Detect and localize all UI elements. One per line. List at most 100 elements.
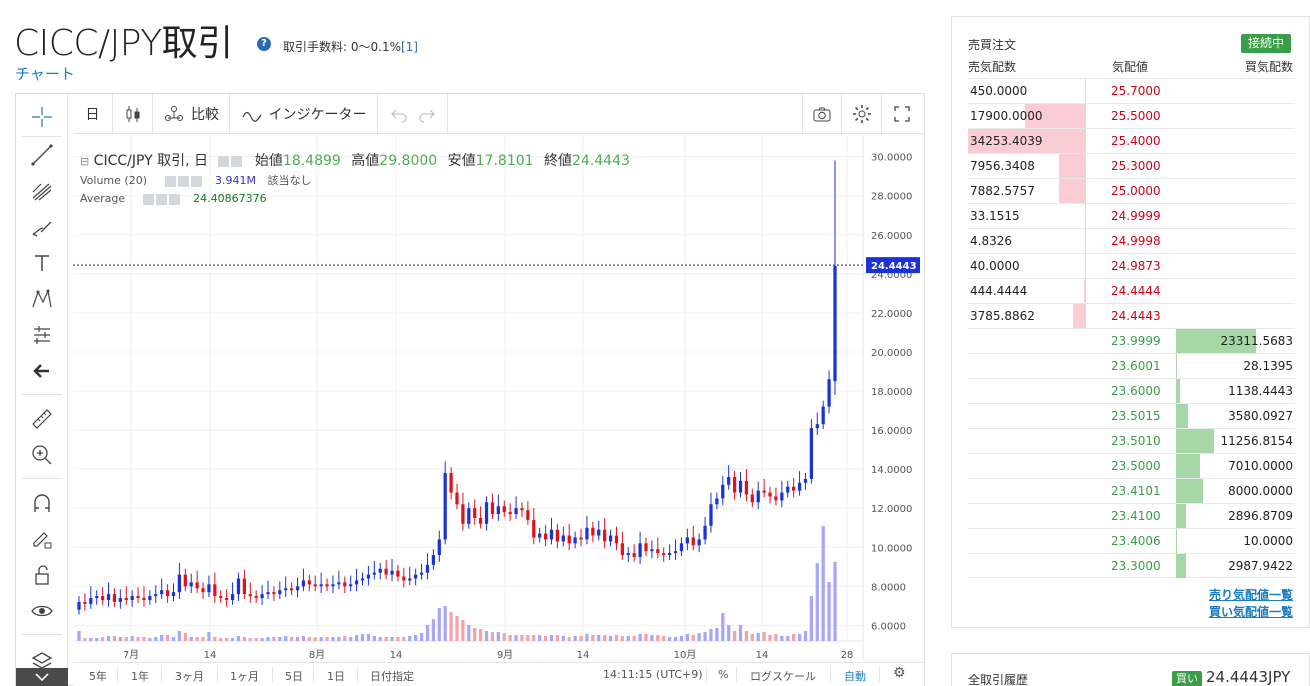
text-icon[interactable] [16, 248, 68, 278]
time-tick-label: 28 [841, 650, 854, 661]
volume-bar [360, 634, 365, 641]
volume-bar [526, 635, 530, 641]
volume-bar [272, 637, 276, 641]
buy-order-row[interactable]: 23.3000 2987.9422 [968, 553, 1295, 578]
volume-bar [278, 637, 282, 641]
volume-bar [366, 634, 371, 641]
magnet-icon[interactable] [16, 488, 68, 518]
indicators-button[interactable]: インジケーター [230, 94, 378, 134]
fee-footnote-link[interactable]: [1] [400, 40, 418, 54]
candle-body [366, 574, 371, 579]
candle-body [101, 596, 105, 600]
range-5d[interactable]: 5日 [285, 670, 303, 683]
candle-type-button[interactable] [113, 94, 153, 134]
buy-size: 10.0000 [1243, 534, 1293, 548]
buy-order-row[interactable]: 23.9999 23311.5683 [968, 328, 1295, 353]
legend-open-label: 始値 [254, 153, 283, 169]
fullscreen-button[interactable] [882, 94, 922, 134]
volume-bar [313, 637, 317, 641]
range-custom[interactable]: 日付指定 [370, 670, 414, 683]
status-badge: 接続中 [1241, 34, 1292, 53]
eye-icon[interactable] [16, 596, 68, 626]
undo-icon[interactable] [388, 103, 410, 125]
compare-label: 比較 [191, 107, 219, 123]
candle-body [774, 496, 778, 501]
collapse-legend-icon[interactable]: ⊟ [80, 155, 90, 168]
crosshair-icon[interactable] [16, 102, 68, 132]
sell-order-row[interactable]: 4.8326 24.9998 [968, 228, 1295, 253]
sell-order-row[interactable]: 40.0000 24.9873 [968, 253, 1295, 278]
chart-link[interactable]: チャート [15, 65, 75, 83]
lock-pencil-icon[interactable] [16, 524, 68, 554]
volume-bar [177, 631, 182, 641]
buy-order-row[interactable]: 23.4100 2896.8709 [968, 503, 1295, 528]
candle-body [431, 555, 435, 565]
volume-bar [325, 637, 329, 641]
help-icon[interactable]: ? [257, 37, 271, 51]
candle-body [343, 582, 347, 587]
back-arrow-icon[interactable] [16, 356, 68, 386]
candle-body [319, 584, 323, 587]
zoom-in-icon[interactable] [16, 440, 68, 470]
candle-body [207, 584, 211, 593]
buy-order-row[interactable]: 23.5015 3580.0927 [968, 403, 1295, 428]
range-1y[interactable]: 1年 [131, 670, 149, 683]
sell-order-row[interactable]: 17900.0000 25.5000 [968, 103, 1295, 128]
candle-body [567, 535, 571, 544]
sell-order-row[interactable]: 7882.5757 25.0000 [968, 178, 1295, 203]
sell-order-row[interactable]: 7956.3408 25.3000 [968, 153, 1295, 178]
buy-order-row[interactable]: 23.5010 11256.8154 [968, 428, 1295, 453]
sell-order-row[interactable]: 450.0000 25.7000 [968, 78, 1295, 103]
candle-body [349, 584, 353, 587]
auto-scale-toggle[interactable]: 自動 [844, 670, 866, 683]
volume-bar [679, 636, 684, 641]
price-tick-label: 22.0000 [871, 309, 912, 320]
range-3m[interactable]: 3ヶ月 [175, 670, 204, 683]
sell-list-link[interactable]: 売り気配値一覧 [1208, 588, 1293, 602]
sell-order-row[interactable]: 34253.4039 25.4000 [968, 128, 1295, 153]
trend-line-icon[interactable] [16, 140, 68, 170]
prediction-icon[interactable] [16, 320, 68, 350]
range-1m[interactable]: 1ヶ月 [230, 670, 259, 683]
range-1d[interactable]: 1日 [327, 670, 345, 683]
interval-button[interactable]: 日 [73, 94, 113, 134]
price-chart[interactable]: 6.0000 8.0000 10.0000 12.0000 14.0000 16.0000… [73, 136, 924, 661]
buy-order-row[interactable]: 23.4101 8000.0000 [968, 478, 1295, 503]
candle-body [118, 598, 122, 602]
percent-toggle[interactable]: % [718, 668, 729, 681]
volume-bar [555, 635, 560, 641]
ruler-icon[interactable] [16, 404, 68, 434]
buy-order-row[interactable]: 23.6000 1138.4443 [968, 378, 1295, 403]
chart-settings-gear-icon[interactable]: ⚙ [893, 665, 906, 681]
sell-order-row[interactable]: 33.1515 24.9999 [968, 203, 1295, 228]
price-tick-label: 26.0000 [871, 231, 912, 242]
volume-bar [780, 636, 784, 641]
volume-bar [425, 625, 430, 641]
pattern-icon[interactable] [16, 284, 68, 314]
range-5y[interactable]: 5年 [89, 670, 107, 683]
volume-bar [520, 635, 524, 641]
buy-order-row[interactable]: 23.4006 10.0000 [968, 528, 1295, 553]
sell-order-row[interactable]: 3785.8862 24.4443 [968, 303, 1295, 328]
buy-depth-bar [1176, 479, 1203, 503]
buy-price: 23.6001 [1111, 359, 1161, 373]
log-scale-toggle[interactable]: ログスケール [750, 670, 816, 683]
price-tick-label: 12.0000 [871, 504, 912, 515]
snapshot-button[interactable] [802, 94, 842, 134]
collapse-toolbar-button[interactable] [16, 668, 68, 686]
compare-button[interactable]: 比較 [153, 94, 230, 134]
brush-icon[interactable] [16, 212, 68, 242]
settings-button[interactable] [842, 94, 882, 134]
redo-icon[interactable] [416, 103, 438, 125]
unlock-icon[interactable] [16, 560, 68, 590]
time-tick-label: 9月 [497, 649, 513, 661]
fib-icon[interactable] [16, 176, 68, 206]
candle-body [614, 535, 619, 544]
volume-bar [514, 635, 518, 641]
buy-order-row[interactable]: 23.6001 28.1395 [968, 353, 1295, 378]
legend-low: 17.8101 [475, 153, 534, 169]
buy-order-row[interactable]: 23.5000 7010.0000 [968, 453, 1295, 478]
buy-list-link[interactable]: 買い気配値一覧 [1208, 605, 1293, 619]
sell-order-row[interactable]: 444.4444 24.4444 [968, 278, 1295, 303]
time-tick-label: 14 [204, 650, 217, 661]
